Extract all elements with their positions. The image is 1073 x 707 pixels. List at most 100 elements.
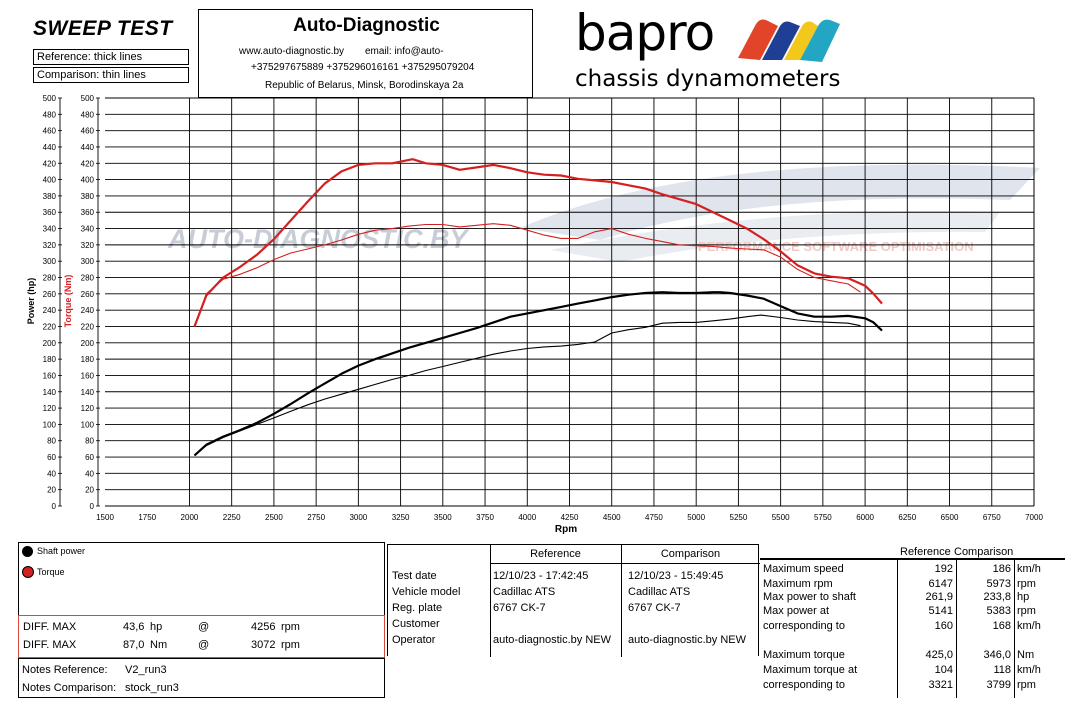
x-tick-label: 4500 xyxy=(603,513,621,522)
stats-row-reference: 192 xyxy=(934,563,953,575)
reference-legend-label: Reference: thick lines xyxy=(33,49,189,65)
power-curve-comparison xyxy=(194,314,861,456)
y-tick-label-power: 360 xyxy=(43,208,57,217)
info-box: Reference Comparison Test date 12/10/23 -… xyxy=(387,544,760,657)
y-tick-label-torque: 280 xyxy=(81,274,95,283)
notes-comparison-value: stock_run3 xyxy=(125,682,179,694)
stats-row-label: Maximum torque at xyxy=(763,664,858,676)
y-tick-label-power: 500 xyxy=(43,94,57,103)
info-header-line xyxy=(490,563,760,564)
stats-row-reference: 5141 xyxy=(928,605,953,617)
stats-row-label: corresponding to xyxy=(763,620,845,632)
y-tick-label-torque: 320 xyxy=(81,241,95,250)
page-title: SWEEP TEST xyxy=(33,17,173,40)
stats-row-label: Maximum torque xyxy=(763,649,845,661)
info-col-divider xyxy=(621,545,622,657)
y-tick-label-power: 420 xyxy=(43,159,57,168)
diff-rpm-unit: rpm xyxy=(281,621,300,633)
info-row-label: Customer xyxy=(392,618,440,630)
x-tick-label: 6750 xyxy=(983,513,1001,522)
stats-box: Reference Comparison Maximum speed 192 186… xyxy=(760,544,1065,698)
torque-curve-reference xyxy=(193,158,883,327)
y-tick-label-power: 340 xyxy=(43,225,57,234)
diff-rpm-unit: rpm xyxy=(281,639,300,651)
comparison-legend-label: Comparison: thin lines xyxy=(33,67,189,83)
y-tick-label-power: 20 xyxy=(47,486,56,495)
info-col-divider xyxy=(490,545,491,657)
legend-torque-label: Torque xyxy=(37,567,65,577)
notes-comparison-label: Notes Comparison: xyxy=(22,682,117,694)
diff-unit: hp xyxy=(150,621,163,633)
stats-row-label: Maximum rpm xyxy=(763,578,833,590)
y-tick-label-torque: 220 xyxy=(81,322,95,331)
stats-row-comparison: 3799 xyxy=(986,679,1011,691)
diff-value: 43,6 xyxy=(123,621,145,633)
y-tick-label-power: 280 xyxy=(43,274,57,283)
company-website: www.auto-diagnostic.by xyxy=(239,46,345,57)
x-tick-label: 3250 xyxy=(392,513,410,522)
stats-row-unit: km/h xyxy=(1017,563,1041,575)
diff-rpm: 3072 xyxy=(251,639,276,651)
stats-col-divider xyxy=(897,558,898,698)
y-tick-label-power: 200 xyxy=(43,339,57,348)
company-phones: +375297675889 +375296016161 +37529507920… xyxy=(251,62,475,73)
x-tick-label: 5500 xyxy=(772,513,790,522)
x-tick-label: 3750 xyxy=(476,513,494,522)
stats-row-reference: 425,0 xyxy=(925,649,953,661)
stats-row-unit: rpm xyxy=(1017,679,1036,691)
x-axis-label: Rpm xyxy=(555,524,577,535)
y-tick-label-torque: 140 xyxy=(81,388,95,397)
power-curve-reference xyxy=(193,291,883,457)
y-tick-label-power: 0 xyxy=(52,502,57,511)
stats-row-unit: rpm xyxy=(1017,605,1036,617)
x-tick-label: 6000 xyxy=(856,513,874,522)
info-row-label: Test date xyxy=(392,570,437,582)
y-tick-label-power: 120 xyxy=(43,404,57,413)
info-row-comparison: 6767 CK-7 xyxy=(628,602,681,614)
x-tick-label: 4750 xyxy=(645,513,663,522)
info-row-comparison: 12/10/23 - 15:49:45 xyxy=(628,570,724,582)
x-tick-label: 2000 xyxy=(181,513,199,522)
stats-row-comparison: 118 xyxy=(993,664,1011,676)
stats-row-reference: 6147 xyxy=(928,578,953,590)
stats-row-unit: km/h xyxy=(1017,620,1041,632)
y-tick-label-torque: 400 xyxy=(81,176,95,185)
stats-col-divider xyxy=(1014,558,1015,698)
y-tick-label-power: 160 xyxy=(43,371,57,380)
diff-rpm: 4256 xyxy=(251,621,276,633)
legend-torque-swatch-icon xyxy=(22,566,34,578)
info-row-label: Reg. plate xyxy=(392,602,443,614)
torque-curve-comparison xyxy=(193,223,861,327)
bapro-logo: bapro chassis dynamometers xyxy=(575,4,855,95)
info-row-comparison: Cadillac ATS xyxy=(628,586,691,598)
y-tick-label-power: 220 xyxy=(43,322,57,331)
stats-row-reference: 160 xyxy=(934,620,953,632)
stats-row-comparison: 5383 xyxy=(986,605,1011,617)
stats-row-unit: Nm xyxy=(1017,649,1035,661)
y-tick-label-power: 180 xyxy=(43,355,57,364)
diff-box: DIFF. MAX 43,6 hp @ 4256 rpm DIFF. MAX 8… xyxy=(18,615,385,658)
stats-row-unit: rpm xyxy=(1017,578,1036,590)
stats-row-comparison: 233,8 xyxy=(983,591,1011,603)
y-axis-label-torque: Torque (Nm) xyxy=(63,275,73,328)
stats-row-comparison: 168 xyxy=(992,620,1011,632)
legend-power-swatch-icon xyxy=(22,546,33,557)
x-tick-label: 2750 xyxy=(307,513,325,522)
x-tick-label: 1750 xyxy=(138,513,156,522)
x-tick-label: 5750 xyxy=(814,513,832,522)
info-row-reference: 6767 CK-7 xyxy=(493,602,546,614)
stats-row-label: Max power at xyxy=(763,605,830,617)
stats-col-comparison: Comparison xyxy=(954,546,1014,558)
y-tick-label-torque: 100 xyxy=(81,420,95,429)
stats-row-reference: 261,9 xyxy=(925,591,953,603)
info-row-reference: Cadillac ATS xyxy=(493,586,556,598)
y-tick-label-power: 320 xyxy=(43,241,57,250)
header-title-box: SWEEP TEST Reference: thick lines Compar… xyxy=(29,9,199,98)
notes-reference-value: V2_run3 xyxy=(125,664,167,676)
diff-at: @ xyxy=(198,621,210,633)
stats-row-label: corresponding to xyxy=(763,679,845,691)
y-tick-label-torque: 500 xyxy=(81,94,95,103)
company-email: email: info@auto- xyxy=(365,46,444,57)
y-tick-label-power: 240 xyxy=(43,306,57,315)
y-tick-label-torque: 160 xyxy=(81,371,95,380)
